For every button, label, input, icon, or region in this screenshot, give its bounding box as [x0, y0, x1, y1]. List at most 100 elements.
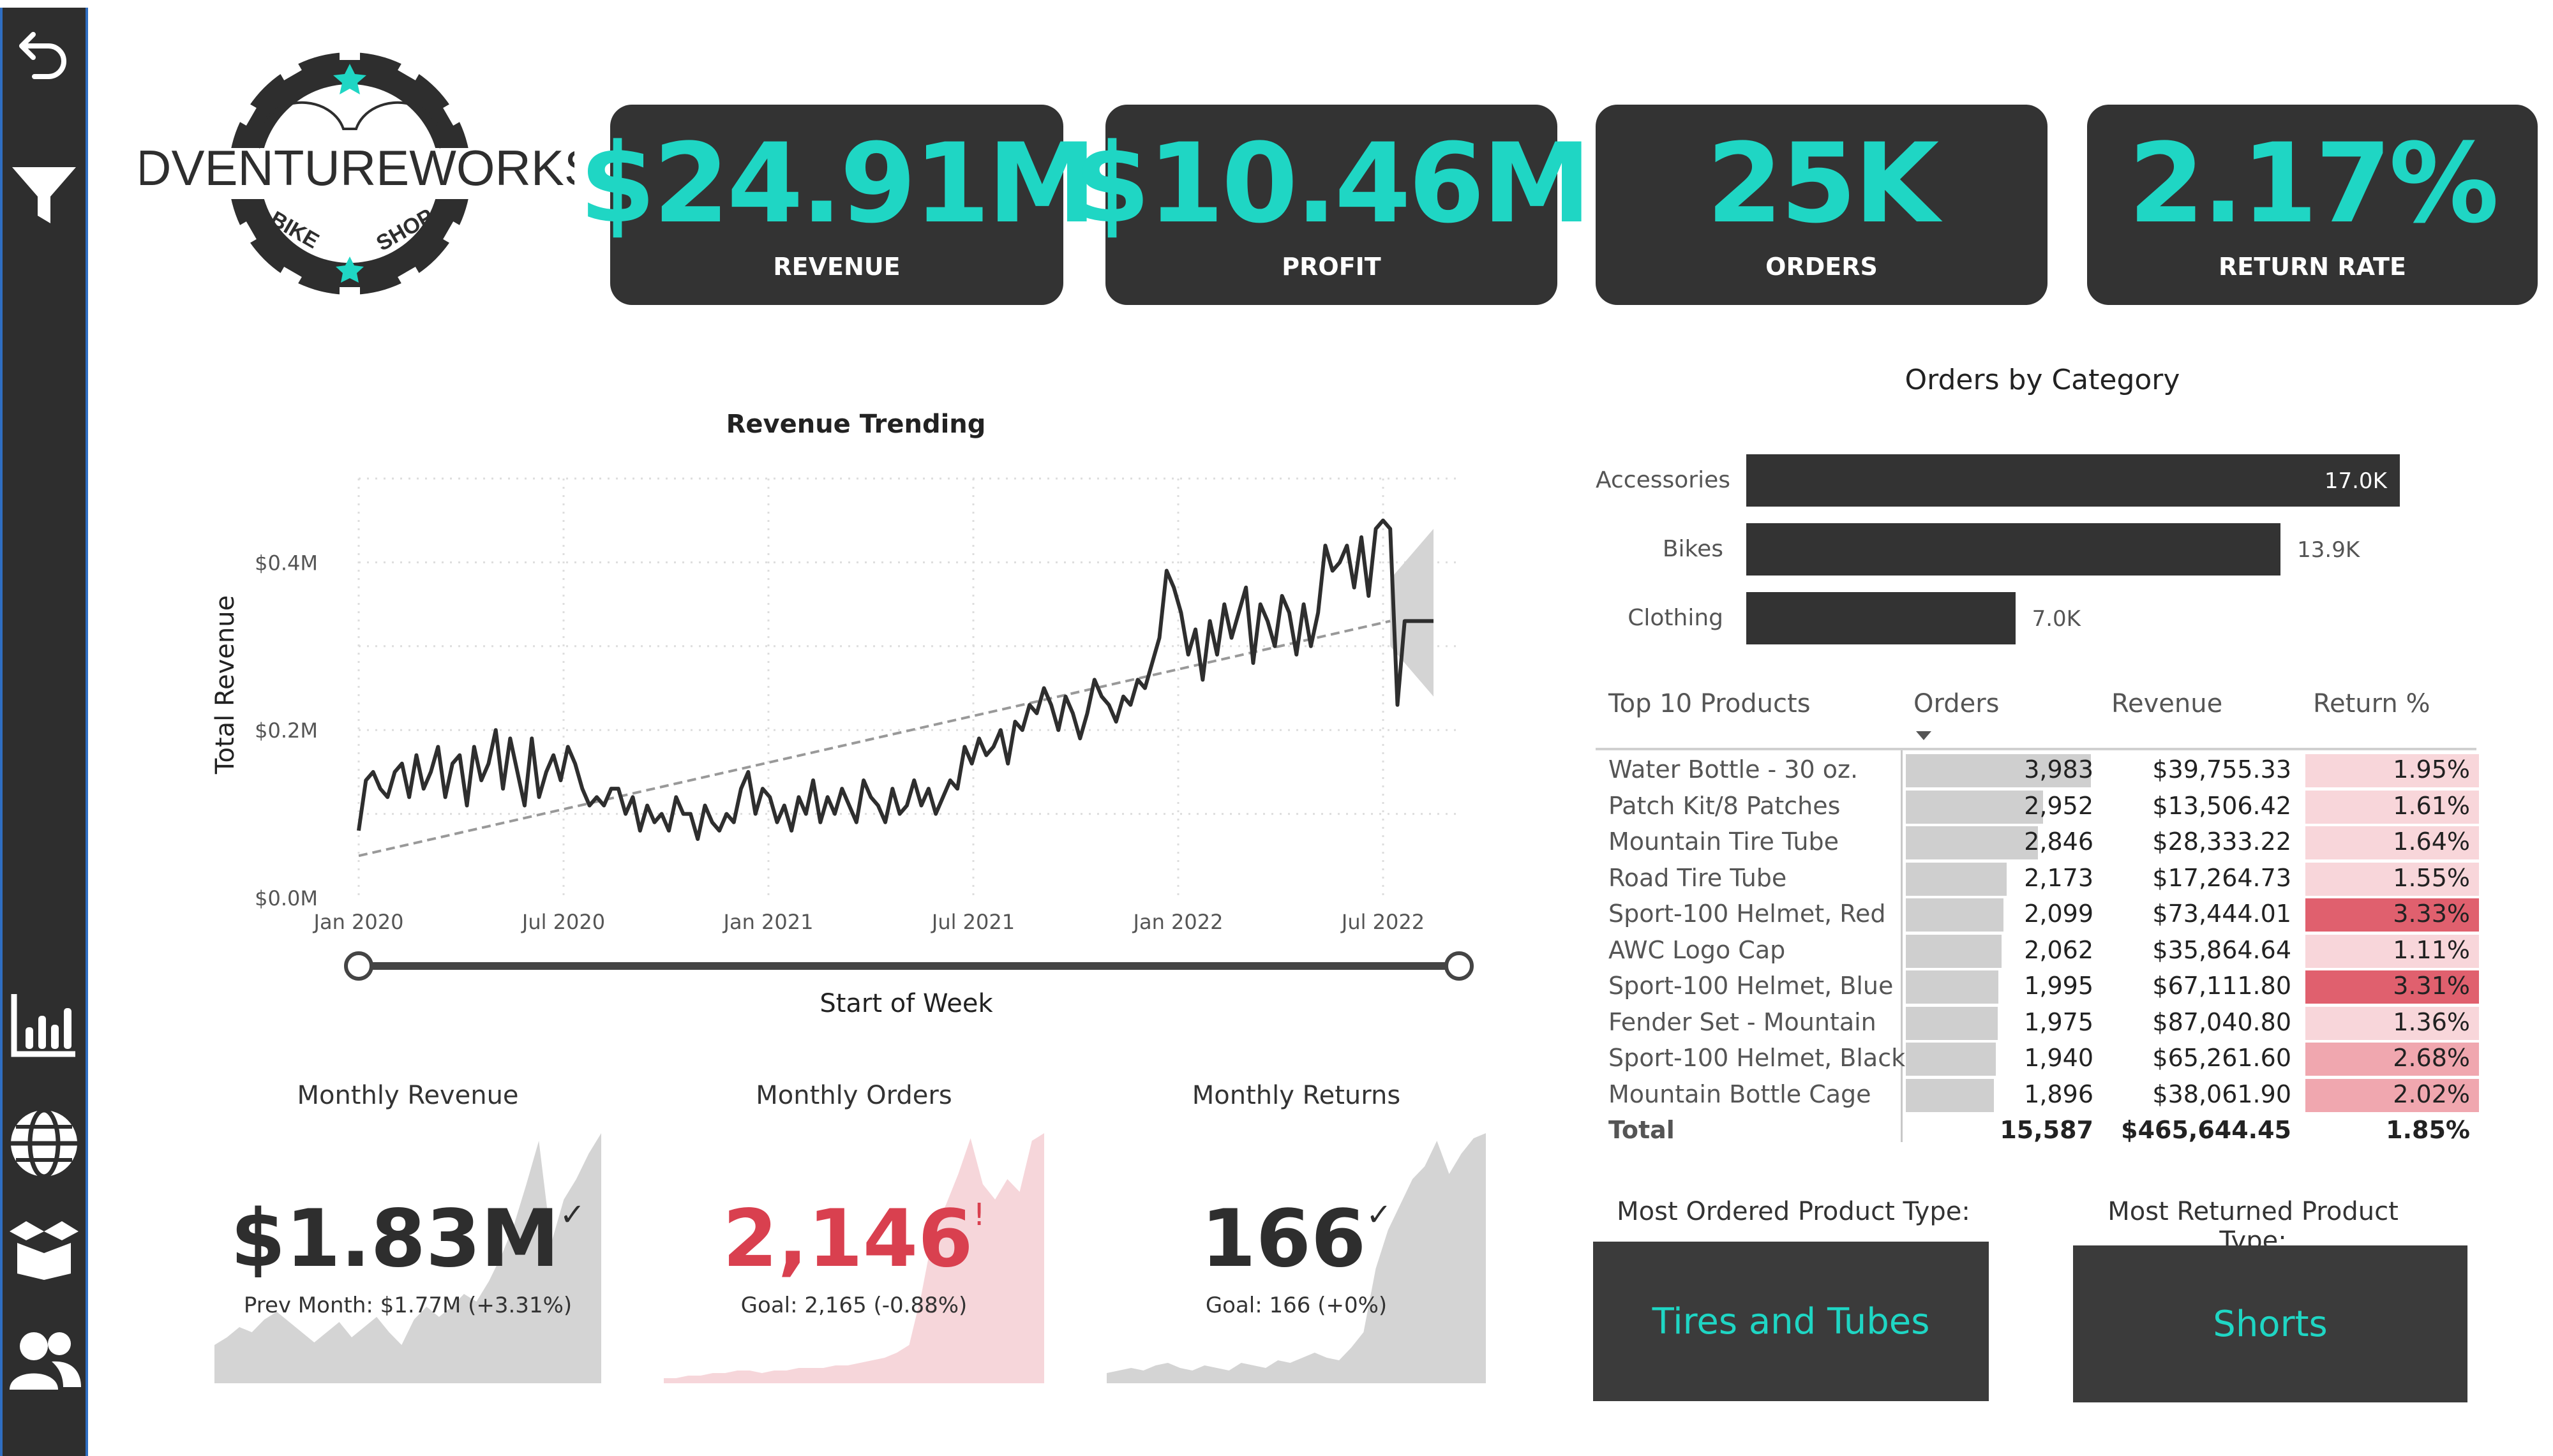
kpi-orders-label: ORDERS [1765, 253, 1878, 281]
sort-desc-icon[interactable] [1916, 731, 1931, 740]
total-orders: 15,587 [2000, 1116, 2093, 1144]
monthly-revenue-area [214, 1133, 601, 1383]
revenue-value: $28,333.22 [2152, 828, 2291, 856]
trend-line [358, 620, 1391, 858]
revenue-value: $17,264.73 [2152, 863, 2291, 892]
return-heat-cell [2305, 1006, 2479, 1040]
total-revenue: $465,644.45 [2121, 1116, 2291, 1144]
return-heat-cell [2305, 898, 2479, 932]
return-heat-cell [2305, 1043, 2479, 1076]
product-name[interactable]: Sport-100 Helmet, Red [1608, 900, 1886, 928]
monthly-revenue-value-text: $1.83M [230, 1193, 560, 1285]
monthly-returns-card[interactable]: Monthly Returns 166✓ Goal: 166 (+0%) [1107, 1072, 1486, 1391]
orders-value: 1,995 [2024, 972, 2093, 1000]
date-slider-end-handle[interactable] [1444, 951, 1474, 981]
monthly-orders-subtext: Goal: 2,165 (-0.88%) [740, 1293, 968, 1318]
table-header[interactable]: Orders [1913, 689, 2000, 718]
most-ordered-type-card[interactable]: Tires and Tubes [1593, 1242, 1989, 1401]
revenue-trend-title: Revenue Trending [726, 410, 986, 439]
box-icon[interactable] [3, 1217, 86, 1281]
category-bar[interactable] [1746, 454, 2400, 507]
table-header[interactable]: Return % [2313, 689, 2430, 718]
kpi-return-rate-card[interactable]: 2.17% RETURN RATE [2087, 105, 2538, 305]
checkmark-icon: ✓ [559, 1197, 585, 1233]
monthly-revenue-subtext: Prev Month: $1.77M (+3.31%) [243, 1293, 573, 1318]
most-returned-type-card[interactable]: Shorts [2073, 1245, 2467, 1402]
filter-icon[interactable] [3, 160, 86, 230]
orders-data-bar [1906, 790, 2043, 824]
x-tick-label: Jul 2022 [1340, 910, 1425, 934]
product-name[interactable]: Patch Kit/8 Patches [1608, 791, 1841, 820]
product-name[interactable]: Sport-100 Helmet, Black [1608, 1044, 1906, 1072]
return-pct-value: 1.55% [2393, 863, 2470, 892]
category-bar[interactable] [1746, 592, 2016, 644]
kpi-return-rate-value: 2.17% [2128, 119, 2499, 248]
date-slider-start-handle[interactable] [344, 951, 373, 981]
table-header-divider [1596, 748, 2476, 750]
globe-icon[interactable] [3, 1106, 86, 1180]
total-label: Total [1608, 1116, 1675, 1144]
logo-brand: ADVENTUREWORKS [140, 140, 574, 196]
top-products-table[interactable]: Top 10 Products Orders Revenue Return % Wate… [1596, 689, 2489, 1155]
revenue-trending-chart[interactable]: Revenue Trending Total Revenue $0.4M $0.2… [204, 402, 1494, 1027]
return-heat-cell [2305, 754, 2479, 787]
users-icon[interactable] [3, 1328, 86, 1392]
monthly-revenue-card[interactable]: Monthly Revenue $1.83M✓ Prev Month: $1.77M… [214, 1072, 601, 1391]
kpi-revenue-card[interactable]: $24.91M REVENUE [580, 105, 1097, 305]
return-pct-value: 2.68% [2393, 1044, 2470, 1072]
monthly-returns-value-text: 166 [1201, 1193, 1366, 1285]
category-value-label: 13.9K [2297, 537, 2360, 563]
category-bar[interactable] [1746, 523, 2281, 576]
return-pct-value: 2.02% [2393, 1080, 2470, 1108]
table-header[interactable]: Top 10 Products [1608, 689, 1811, 718]
product-name[interactable]: Mountain Bottle Cage [1608, 1080, 1871, 1108]
back-arrow-icon[interactable] [3, 26, 86, 83]
kpi-revenue-value: $24.91M [579, 119, 1097, 248]
bar-chart-icon[interactable] [3, 989, 86, 1059]
product-name[interactable]: Fender Set - Mountain [1608, 1007, 1876, 1036]
product-name[interactable]: Water Bottle - 30 oz. [1608, 755, 1859, 784]
y-tick-label: $0.0M [255, 886, 318, 910]
most-returned-value: Shorts [2213, 1303, 2328, 1345]
monthly-returns-title: Monthly Returns [1192, 1081, 1401, 1110]
orders-value: 2,846 [2024, 828, 2093, 856]
kpi-profit-card[interactable]: $10.46M PROFIT [1074, 105, 1591, 305]
table-header[interactable]: Revenue [2111, 689, 2223, 718]
monthly-returns-value: 166✓ [1107, 1200, 1486, 1279]
monthly-orders-card[interactable]: Monthly Orders 2,146! Goal: 2,165 (-0.88%) [664, 1072, 1044, 1391]
return-pct-value: 3.33% [2393, 900, 2470, 928]
monthly-revenue-title: Monthly Revenue [297, 1081, 519, 1110]
orders-data-bar [1906, 826, 2039, 859]
revenue-value: $35,864.64 [2152, 935, 2291, 964]
orders-data-bar [1906, 754, 2091, 787]
return-pct-value: 1.64% [2393, 828, 2470, 856]
kpi-return-rate-label: RETURN RATE [2219, 253, 2406, 281]
kpi-profit-value: $10.46M [1074, 119, 1592, 248]
kpi-orders-value: 25K [1706, 119, 1940, 248]
monthly-returns-subtext: Goal: 166 (+0%) [1205, 1293, 1388, 1318]
total-return-pct: 1.85% [2386, 1116, 2470, 1144]
return-heat-cell [2305, 1078, 2479, 1112]
orders-data-bar [1906, 970, 1999, 1004]
revenue-trend-ylabel: Total Revenue [211, 595, 240, 775]
revenue-value: $39,755.33 [2152, 755, 2291, 784]
checkmark-icon: ✓ [1366, 1197, 1392, 1233]
orders-value: 2,062 [2024, 935, 2093, 964]
most-ordered-value: Tires and Tubes [1652, 1300, 1930, 1342]
return-pct-value: 3.31% [2393, 972, 2470, 1000]
product-name[interactable]: Mountain Tire Tube [1608, 828, 1839, 856]
product-name[interactable]: Sport-100 Helmet, Blue [1608, 972, 1894, 1000]
sidebar [0, 8, 88, 1456]
return-pct-value: 1.95% [2393, 755, 2470, 784]
orders-data-bar [1906, 1078, 1995, 1112]
orders-value: 1,975 [2024, 1007, 2093, 1036]
product-name[interactable]: Road Tire Tube [1608, 863, 1787, 892]
product-name[interactable]: AWC Logo Cap [1608, 935, 1786, 964]
orders-data-bar [1906, 1006, 1998, 1040]
orders-by-category-chart[interactable]: Accessories 17.0K Bikes 13.9K Clothing 7.0K [1596, 447, 2489, 657]
kpi-orders-card[interactable]: 25K ORDERS [1596, 105, 2048, 305]
y-tick-label: $0.2M [255, 718, 318, 743]
monthly-orders-value: 2,146! [664, 1200, 1044, 1279]
column-divider [1901, 750, 1903, 1142]
return-heat-cell [2305, 790, 2479, 824]
